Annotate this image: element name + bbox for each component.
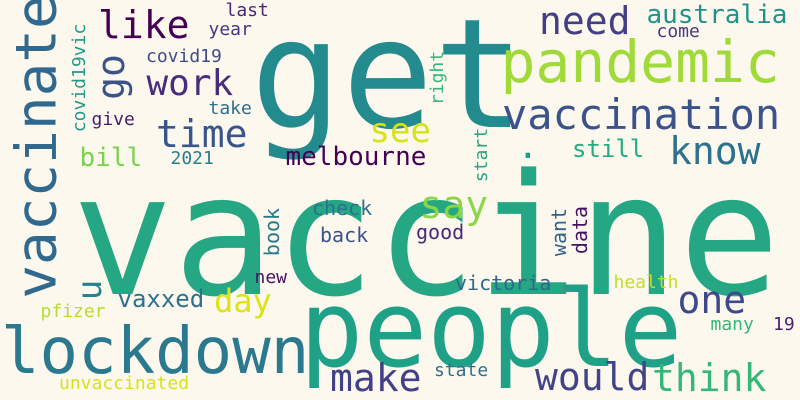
word-get: get — [250, 0, 526, 163]
word-bill: bill — [79, 143, 143, 173]
word-need: need — [539, 0, 631, 43]
word-make: make — [330, 356, 422, 400]
word-victoria: victoria — [455, 271, 552, 295]
word-many: many — [710, 314, 754, 335]
word-see: see — [369, 111, 431, 151]
word-give: give — [91, 109, 135, 130]
word-vaxxed: vaxxed — [117, 285, 205, 313]
word-covid19vic: covid19vic — [69, 23, 91, 133]
word-still: still — [572, 135, 645, 163]
word-unvaccinated: unvaccinated — [59, 373, 190, 394]
word-know: know — [669, 129, 761, 173]
word-2021: 2021 — [170, 148, 214, 169]
word-come: come — [656, 21, 700, 42]
word-good: good — [416, 220, 465, 244]
word-like: like — [98, 3, 190, 47]
word-would: would — [535, 355, 650, 399]
word-vaccination: vaccination — [502, 90, 781, 139]
word-day: day — [214, 282, 272, 320]
word-state: state — [434, 360, 489, 381]
word-start: start — [471, 127, 493, 183]
word-melbourne: melbourne — [285, 142, 427, 172]
word-australia: australia — [646, 0, 788, 30]
word-u: u — [70, 279, 111, 301]
word-covid19: covid19 — [146, 46, 222, 67]
word-say: say — [419, 183, 489, 227]
word-back: back — [320, 223, 369, 247]
word-work: work — [146, 63, 234, 104]
word-want: want — [547, 207, 572, 257]
word-take: take — [208, 98, 252, 119]
word-think: think — [652, 356, 767, 400]
word-book: book — [260, 207, 285, 257]
word-right: right — [427, 50, 449, 106]
word-lockdown: lockdown — [1, 315, 310, 389]
word-pandemic: pandemic — [500, 28, 780, 96]
word-check: check — [312, 196, 373, 220]
word-dot: . — [517, 126, 539, 167]
word-one: one — [677, 278, 747, 322]
word-go: go — [88, 54, 133, 100]
word-pfizer: pfizer — [40, 301, 106, 322]
word-vaccinate: vaccinate — [4, 0, 70, 299]
word-data: data — [568, 205, 593, 255]
word-people: people — [299, 268, 683, 391]
word-vaccine: vaccine — [72, 138, 781, 334]
word-time: time — [156, 112, 248, 156]
word-last: last — [225, 0, 269, 21]
word-health: health — [613, 272, 679, 293]
word-19: 19 — [773, 314, 795, 335]
word-new: new — [254, 267, 288, 288]
word-year: year — [208, 19, 252, 40]
